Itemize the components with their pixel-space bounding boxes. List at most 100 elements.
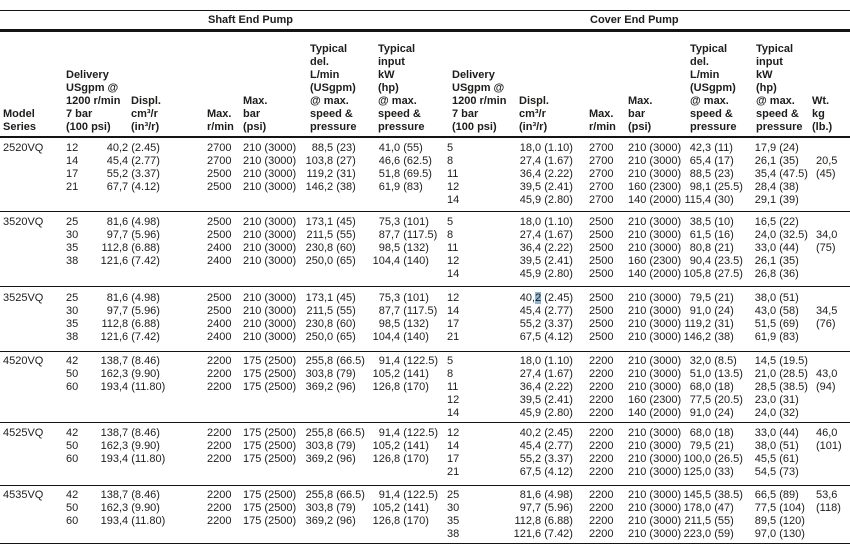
cover-max-bar-cell: 210 (3000): [628, 142, 682, 154]
cover-max-bar-cell: 210 (3000): [628, 229, 682, 241]
cover-displacement-cell: 27,4 (1.67): [519, 368, 573, 380]
table-body: 2520VQ 12 40,2 (2.45) 2700 210 (3000) 88,5 (2…: [0, 138, 850, 544]
shaft-max-rpm-cell: 2200: [207, 381, 232, 393]
shaft-typical-delivery-cell: 230,8 (60): [305, 318, 356, 330]
shaft-typical-delivery-cell: 369,2 (96): [305, 381, 356, 393]
cover-max-bar-cell: 160 (2300): [628, 181, 682, 193]
cover-typical-input-cell: 28,5 (38.5): [754, 381, 808, 393]
column-header-shaft-delivery: Delivery USgpm @1200 r/min 7 bar (100 psi): [66, 69, 121, 133]
shaft-max-bar-cell: 210 (3000): [243, 181, 297, 193]
shaft-max-rpm-cell: 2200: [207, 515, 232, 527]
model-series-label: 3525VQ: [3, 292, 44, 304]
table-row: 21 67,5 (4.12) 2200 210 (3000) 125,0 (33) 54,…: [0, 466, 850, 479]
cover-max-rpm-cell: 2700: [589, 168, 614, 180]
cover-max-bar-cell: 210 (3000): [628, 528, 682, 540]
cover-displacement-cell: 81,6 (4.98): [519, 489, 573, 501]
cover-max-bar-cell: 210 (3000): [628, 331, 682, 343]
shaft-typical-delivery-cell: 303,8 (79): [305, 440, 356, 452]
cover-max-bar-cell: 210 (3000): [628, 381, 682, 393]
table-row: 50 162,3 (9.90) 2200 175 (2500) 303,8 (79) 10…: [0, 368, 850, 381]
shaft-delivery-cell: 25: [66, 216, 79, 228]
table-row: 30 97,7 (5.96) 2500 210 (3000) 211,5 (55) 87,…: [0, 305, 850, 318]
cover-typical-delivery-cell: 65,4 (17): [689, 155, 734, 167]
cover-displacement-cell: 36,4 (2.22): [519, 381, 573, 393]
model-group-3520VQ: 3520VQ 25 81,6 (4.98) 2500 210 (3000) 173,1 (…: [0, 212, 850, 287]
shaft-typical-input-cell: 104,4 (140): [372, 255, 429, 267]
cover-typical-delivery-cell: 146,2 (38): [683, 331, 734, 343]
shaft-delivery-cell: 50: [66, 502, 79, 514]
shaft-displacement-cell: 112,8 (6.88): [101, 318, 160, 330]
shaft-displacement-cell: 138,7 (8.46): [100, 355, 160, 367]
shaft-max-bar-cell: 210 (3000): [243, 216, 297, 228]
cover-delivery-cell: 14: [447, 194, 460, 206]
shaft-delivery-cell: 42: [66, 355, 79, 367]
cover-typical-input-cell: 35,4 (47.5): [754, 168, 808, 180]
cover-max-rpm-cell: 2200: [589, 427, 614, 439]
cover-displacement-cell: 45,9 (2.80): [519, 268, 573, 280]
cover-typical-input-cell: 21,0 (28.5): [754, 368, 808, 380]
cover-typical-input-cell: 16,5 (22): [754, 216, 799, 228]
shaft-displacement-cell: 193,4 (11.80): [100, 453, 166, 465]
shaft-delivery-cell: 35: [66, 242, 79, 254]
table-row: 21 67,7 (4.12) 2500 210 (3000) 146,2 (38) 61,…: [0, 181, 850, 194]
cover-displacement-cell: 55,2 (3.37): [519, 453, 573, 465]
shaft-typical-delivery-cell: 255,8 (66.5): [305, 355, 365, 367]
shaft-typical-input-cell: 105,2 (141): [372, 502, 429, 514]
cover-typical-input-cell: 33,0 (44): [754, 427, 799, 439]
cover-typical-delivery-cell: 115,4 (30): [684, 194, 734, 206]
shaft-delivery-cell: 60: [66, 515, 79, 527]
column-header-cover-max-rpm: Max. r/min: [589, 108, 616, 133]
cover-max-rpm-cell: 2700: [589, 142, 614, 154]
cover-typical-input-cell: 77,5 (104): [754, 502, 805, 514]
shaft-max-bar-cell: 175 (2500): [243, 453, 297, 465]
cover-max-rpm-cell: 2200: [589, 368, 614, 380]
cover-typical-delivery-cell: 80,8 (21): [689, 242, 734, 254]
cover-max-rpm-cell: 2500: [589, 255, 614, 267]
cover-delivery-cell: 14: [447, 440, 460, 452]
cover-max-bar-cell: 210 (3000): [628, 242, 682, 254]
cover-typical-input-cell: 23,0 (31): [754, 394, 799, 406]
cover-displacement-cell: 39,5 (2.41): [519, 181, 573, 193]
shaft-displacement-cell: 121,6 (7.42): [100, 255, 160, 267]
shaft-typical-delivery-cell: 88,5 (23): [311, 142, 356, 154]
shaft-max-bar-cell: 175 (2500): [243, 489, 297, 501]
shaft-max-rpm-cell: 2400: [207, 242, 232, 254]
cover-max-bar-cell: 160 (2300): [628, 255, 682, 267]
cover-max-rpm-cell: 2500: [589, 305, 614, 317]
shaft-max-rpm-cell: 2400: [207, 255, 232, 267]
shaft-max-rpm-cell: 2200: [207, 368, 232, 380]
cover-displacement-cell: 97,7 (5.96): [519, 502, 573, 514]
cover-max-bar-cell: 210 (3000): [628, 155, 682, 167]
weight-cell: 34,0: [816, 229, 838, 241]
table-row: 4520VQ 42 138,7 (8.46) 2200 175 (2500) 255,8 …: [0, 355, 850, 368]
shaft-typical-input-cell: 61,9 (83): [378, 181, 423, 193]
shaft-typical-delivery-cell: 119,2 (31): [306, 168, 356, 180]
cover-max-bar-cell: 210 (3000): [628, 489, 682, 501]
shaft-delivery-cell: 42: [66, 427, 79, 439]
table-row: 38 121,6 (7.42) 2400 210 (3000) 250,0 (65) 10…: [0, 255, 850, 268]
cover-max-rpm-cell: 2200: [589, 466, 614, 478]
shaft-typical-delivery-cell: 146,2 (38): [305, 181, 356, 193]
cover-max-bar-cell: 210 (3000): [628, 368, 682, 380]
shaft-displacement-cell: 162,3 (9.90): [100, 502, 160, 514]
cover-typical-delivery-cell: 38,5 (10): [689, 216, 734, 228]
column-header-shaft-typical-input: Typical input kW (hp) @ max. speed & pressure: [378, 43, 425, 133]
shaft-typical-input-cell: 91,4 (122.5): [378, 355, 439, 367]
shaft-max-rpm-cell: 2200: [207, 502, 232, 514]
shaft-typical-delivery-cell: 250,0 (65): [305, 331, 356, 343]
shaft-typical-delivery-cell: 250,0 (65): [305, 255, 356, 267]
cover-delivery-cell: 17: [447, 318, 460, 330]
cover-delivery-cell: 5: [447, 142, 454, 154]
shaft-displacement-cell: 121,6 (7.42): [100, 331, 160, 343]
cover-typical-delivery-cell: 119,2 (31): [684, 318, 734, 330]
weight-cell: 53,6: [816, 489, 838, 501]
cover-typical-input-cell: 33,0 (44): [754, 242, 799, 254]
table-row: 4535VQ 42 138,7 (8.46) 2200 175 (2500) 255,8 …: [0, 489, 850, 502]
cover-delivery-cell: 14: [447, 305, 460, 317]
model-series-label: 4520VQ: [3, 355, 44, 367]
shaft-max-bar-cell: 210 (3000): [243, 229, 297, 241]
shaft-displacement-cell: 97,7 (5.96): [106, 229, 160, 241]
cover-max-bar-cell: 160 (2300): [628, 394, 682, 406]
table-row: 60 193,4 (11.80) 2200 175 (2500) 369,2 (96) 1…: [0, 453, 850, 466]
shaft-max-bar-cell: 210 (3000): [243, 155, 297, 167]
